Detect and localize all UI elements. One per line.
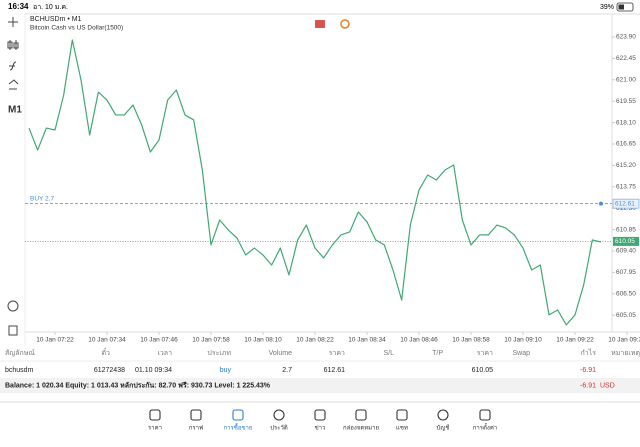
order-marker (599, 201, 603, 206)
x-tick-label: 10 Jan 09:34 (608, 337, 640, 344)
nav-icon[interactable] (273, 409, 285, 421)
flag-icon[interactable] (315, 20, 325, 28)
trade-icon[interactable] (340, 19, 350, 29)
nav-label[interactable]: กราฟ (189, 425, 203, 432)
y-tick-label: 618.10 (616, 119, 636, 126)
y-tick-label: 613.75 (616, 184, 636, 191)
chart-title: BCHUSDm • M1 (30, 16, 82, 23)
x-tick-label: 10 Jan 08:46 (400, 337, 438, 344)
cell-symbol: bchusdm (5, 367, 34, 374)
y-tick-label: 621.00 (616, 77, 636, 84)
cell-type: buy (220, 367, 232, 374)
column-header: T/P (432, 350, 443, 357)
x-tick-label: 10 Jan 09:22 (556, 337, 594, 344)
x-tick-label: 10 Jan 07:22 (36, 337, 74, 344)
x-tick-label: 10 Jan 07:46 (140, 337, 178, 344)
crosshair-icon[interactable] (8, 17, 18, 27)
status-time: 16:34 (8, 2, 29, 11)
cell-open-price: 612.61 (324, 367, 346, 374)
price-badge (612, 198, 640, 209)
nav-icon[interactable] (396, 409, 408, 421)
nav-label[interactable]: แชท (396, 425, 408, 432)
y-tick-label: 615.20 (616, 162, 636, 169)
y-tick-label: 606.50 (616, 290, 636, 297)
nav-icon[interactable] (190, 409, 202, 421)
export-icon[interactable] (8, 325, 18, 336)
column-header: เวลา (157, 350, 172, 357)
timeframe-button[interactable]: M1 (8, 105, 22, 116)
summary-profit: -6.91 (580, 382, 596, 389)
toolbar (7, 17, 19, 336)
objects-icon[interactable] (8, 79, 19, 90)
battery-level (618, 4, 624, 10)
summary-bg (0, 378, 640, 393)
column-header: หมายเหตุ (611, 350, 640, 357)
status-date: อา. 10 ม.ค. (33, 4, 68, 11)
x-tick-label: 10 Jan 08:10 (244, 337, 282, 344)
candles-icon[interactable] (7, 40, 19, 50)
y-tick-label: 623.90 (616, 34, 636, 41)
x-tick-label: 10 Jan 07:34 (88, 337, 126, 344)
battery-icon (616, 2, 634, 12)
nav-icon[interactable] (355, 409, 367, 421)
nav-label[interactable]: บัญชี (437, 424, 450, 432)
nav-label[interactable]: ประวัติ (270, 425, 288, 432)
x-tick-label: 10 Jan 08:58 (452, 337, 490, 344)
y-tick-label: 616.65 (616, 141, 636, 148)
cell-profit: -6.91 (580, 367, 596, 374)
x-tick-label: 10 Jan 09:10 (504, 337, 542, 344)
y-tick-label: 609.40 (616, 248, 636, 255)
nav-label[interactable]: ข่าว (315, 425, 326, 432)
chart-subtitle: Bitcoin Cash vs US Dollar(1500) (30, 25, 123, 32)
order-label: BUY 2.7 (30, 195, 54, 202)
column-header: Volume (269, 350, 292, 357)
column-header: ตั๋ว (102, 348, 111, 357)
nav-icon[interactable] (479, 409, 491, 421)
column-header: S/L (383, 350, 394, 357)
y-tick-label: 622.45 (616, 55, 636, 62)
summary-currency: USD (600, 382, 615, 389)
price-badge-label: 610.05 (615, 238, 635, 245)
table-header-bg (0, 345, 640, 360)
cell-time: 01.10 09:34 (135, 367, 172, 374)
y-tick-label: 605.05 (616, 312, 636, 319)
nav-icon[interactable] (314, 409, 326, 421)
nav-label[interactable]: กล่องจดหมาย (343, 425, 379, 432)
x-tick-label: 10 Jan 08:34 (348, 337, 386, 344)
y-tick-label: 607.95 (616, 269, 636, 276)
cell-ticket: 61272438 (94, 367, 125, 374)
column-header: Swap (512, 350, 530, 357)
y-tick-label: 619.55 (616, 98, 636, 105)
price-line (28, 39, 602, 326)
account-summary: Balance: 1 020.34 Equity: 1 013.43 หลักป… (5, 381, 271, 389)
nav-label[interactable]: การตั้งค่า (473, 422, 497, 432)
column-header: ราคา (329, 350, 345, 357)
nav-icon[interactable] (232, 409, 244, 421)
indicator-icon[interactable] (9, 61, 17, 71)
nav-label[interactable]: การซื้อขาย (224, 422, 253, 432)
cell-volume: 2.7 (282, 367, 292, 374)
battery-text: 39% (600, 4, 614, 11)
y-tick-label: 612.30 (616, 205, 636, 212)
nav-icon[interactable] (437, 409, 449, 421)
price-badge-label: 612.61 (615, 200, 635, 207)
column-header: ประเภท (207, 350, 231, 357)
cell-price: 610.05 (472, 367, 494, 374)
price-badge (613, 236, 639, 246)
nav-icon[interactable] (149, 409, 161, 421)
nav-label[interactable]: ราคา (148, 425, 162, 432)
zoom-icon[interactable] (7, 300, 19, 312)
column-header: กำไร (581, 348, 597, 357)
x-tick-label: 10 Jan 08:22 (296, 337, 334, 344)
x-tick-label: 10 Jan 07:58 (192, 337, 230, 344)
column-header: ราคา (477, 350, 493, 357)
y-tick-label: 610.85 (616, 226, 636, 233)
column-header: สัญลักษณ์ (5, 349, 35, 357)
